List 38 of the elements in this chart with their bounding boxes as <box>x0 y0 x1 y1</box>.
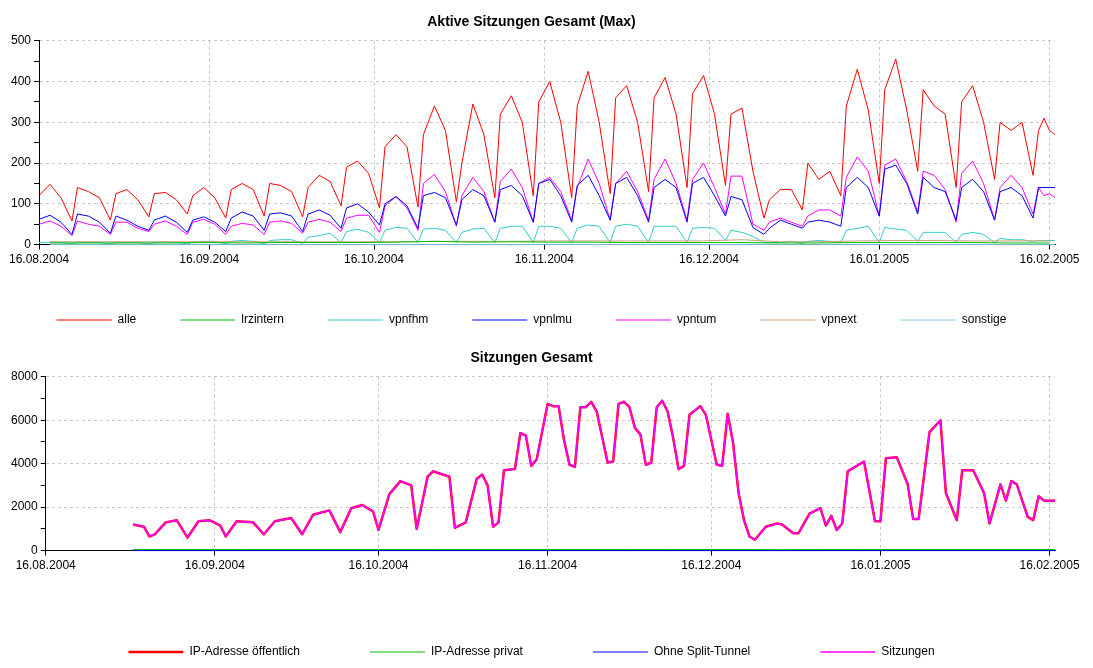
x-tick-label: 16.02.2005 <box>1019 558 1080 573</box>
y-tick-label: 8000 <box>10 369 39 384</box>
chart-title: Aktive Sitzungen Gesamt (Max) <box>427 13 636 30</box>
legend-label: vpnfhm <box>388 312 429 327</box>
y-tick-label: 2000 <box>10 499 39 514</box>
y-tick-label: 200 <box>10 155 32 170</box>
x-tick-label: 16.11.2004 <box>518 558 578 573</box>
x-tick-label: 16.12.2004 <box>678 252 740 267</box>
legend-label: vpntum <box>677 312 717 327</box>
legend-label: IP-Adresse privat <box>430 644 524 659</box>
chart-title: Sitzungen Gesamt <box>470 349 593 366</box>
x-tick-label: 16.01.2005 <box>849 252 910 267</box>
x-tick-label: 16.12.2004 <box>681 558 742 573</box>
x-tick-label: 16.02.2005 <box>1019 252 1080 267</box>
x-tick-label: 16.01.2005 <box>850 558 911 573</box>
y-tick-label: 0 <box>24 236 32 251</box>
legend-label: sonstige <box>961 312 1007 327</box>
y-tick-label: 100 <box>10 196 32 211</box>
legend-label: Sitzungen <box>881 644 935 659</box>
legend-label: vpnlmu <box>533 312 572 327</box>
x-tick-label: 16.08.2004 <box>8 252 70 267</box>
x-tick-label: 16.10.2004 <box>348 558 409 573</box>
y-tick-label: 300 <box>10 114 32 129</box>
x-tick-label: 16.10.2004 <box>343 252 405 267</box>
x-tick-label: 16.08.2004 <box>15 558 77 573</box>
x-tick-label: 16.09.2004 <box>179 252 240 267</box>
legend-label: Ohne Split-Tunnel <box>653 644 751 659</box>
y-tick-label: 0 <box>31 542 39 557</box>
legend-label: vpnext <box>821 312 858 327</box>
legend-label: alle <box>117 312 137 327</box>
y-tick-label: 500 <box>10 33 32 48</box>
x-tick-label: 16.11.2004 <box>514 252 575 267</box>
y-tick-label: 400 <box>10 73 32 88</box>
legend-label: lrzintern <box>241 312 284 327</box>
legend-label: IP-Adresse öffentlich <box>189 644 300 659</box>
x-tick-label: 16.09.2004 <box>184 558 246 573</box>
y-tick-label: 6000 <box>10 412 39 427</box>
y-tick-label: 4000 <box>10 456 39 471</box>
